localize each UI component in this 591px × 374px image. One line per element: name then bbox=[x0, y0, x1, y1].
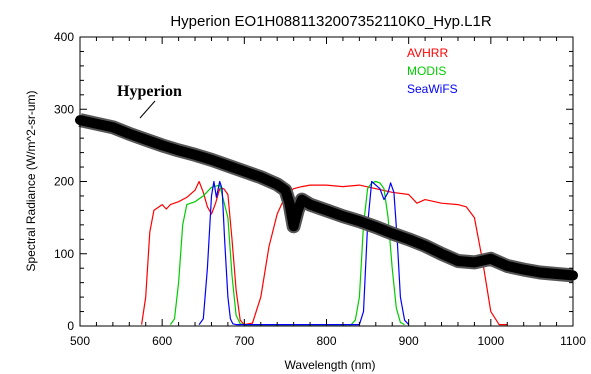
chart-title: Hyperion EO1H0881132007352110K0_Hyp.L1R bbox=[170, 13, 492, 30]
plot-layer bbox=[75, 113, 578, 326]
annotations: Hyperion bbox=[117, 83, 182, 119]
annotation-label: Hyperion bbox=[117, 83, 182, 100]
y-tick-label: 0 bbox=[67, 319, 74, 333]
annotation-pointer bbox=[139, 100, 156, 119]
x-tick-label: 900 bbox=[399, 334, 419, 348]
y-tick-label: 100 bbox=[54, 247, 74, 261]
y-tick-label: 300 bbox=[54, 102, 74, 116]
x-tick-label: 500 bbox=[70, 334, 90, 348]
legend-item-seawifs: SeaWiFS bbox=[407, 82, 458, 96]
y-tick-label: 200 bbox=[54, 175, 74, 189]
x-tick-label: 1100 bbox=[560, 334, 586, 348]
x-axis: 500 600 700 800 900 1000 1100 bbox=[70, 37, 586, 348]
legend: AVHRR MODIS SeaWiFS bbox=[407, 46, 458, 96]
x-tick-label: 600 bbox=[152, 334, 172, 348]
legend-item-modis: MODIS bbox=[407, 64, 446, 78]
y-tick-label: 400 bbox=[54, 30, 74, 44]
y-axis: 0 100 200 300 400 bbox=[54, 30, 573, 333]
legend-item-avhrr: AVHRR bbox=[407, 46, 448, 60]
series-avhrr-line bbox=[141, 180, 508, 326]
y-axis-title: Spectral Radiance (W/m^2-sr-um) bbox=[24, 90, 38, 271]
x-tick-label: 700 bbox=[234, 334, 254, 348]
x-tick-label: 800 bbox=[316, 334, 336, 348]
x-tick-label: 1000 bbox=[477, 334, 504, 348]
x-axis-title: Wavelength (nm) bbox=[285, 358, 376, 372]
plot-frame bbox=[79, 36, 574, 327]
series-hyperion-line bbox=[75, 115, 578, 281]
